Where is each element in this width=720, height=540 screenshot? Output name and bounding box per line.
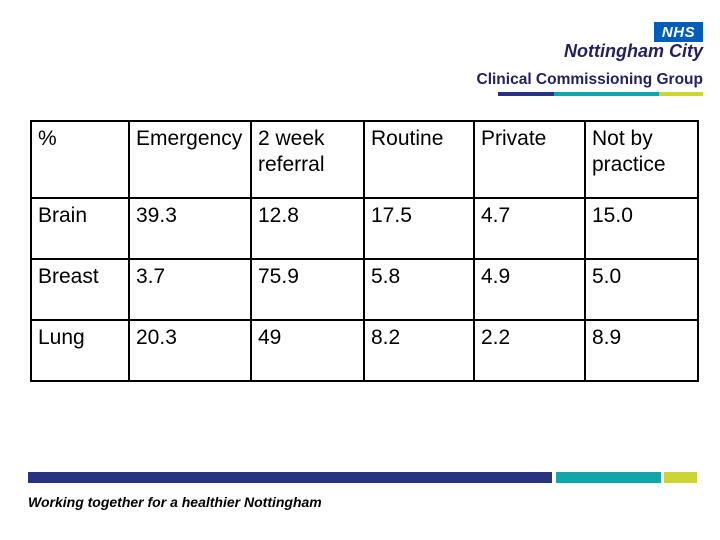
table-cell: 2.2 xyxy=(473,319,586,382)
organisation-subtitle: Clinical Commissioning Group xyxy=(476,71,704,88)
table-cell: 3.7 xyxy=(128,258,252,321)
footer-bar-yellow-segment xyxy=(664,472,697,483)
footer-tagline: Working together for a healthier Notting… xyxy=(28,494,322,510)
table-cell: 4.7 xyxy=(473,197,586,260)
logo-underline xyxy=(498,92,703,96)
logo-underline-navy-segment xyxy=(498,92,554,96)
table-cell: 75.9 xyxy=(250,258,365,321)
table-row-lung: Lung 20.3 49 8.2 2.2 8.9 xyxy=(30,319,699,382)
organisation-name: Nottingham City xyxy=(564,41,703,61)
table-cell: 49 xyxy=(250,319,365,382)
table-cell: 12.8 xyxy=(250,197,365,260)
logo-underline-yellow-segment xyxy=(659,92,703,96)
table-cell: 39.3 xyxy=(128,197,252,260)
column-header-private: Private xyxy=(473,120,586,199)
table-cell: 4.9 xyxy=(473,258,586,321)
footer-bar-navy-segment xyxy=(28,472,552,483)
nhs-ccg-logo: NHS Nottingham City Clinical Commissioni… xyxy=(460,0,720,100)
table-cell: 17.5 xyxy=(363,197,475,260)
table-cell: 15.0 xyxy=(584,197,699,260)
column-header-percent: % xyxy=(30,120,130,199)
column-header-not-by-practice: Not by practice xyxy=(584,120,699,199)
footer-bar-teal-segment xyxy=(556,472,661,483)
row-label-breast: Breast xyxy=(30,258,130,321)
nhs-logo-icon: NHS xyxy=(654,22,703,42)
cancer-route-percentage-table: % Emergency 2 week referral Routine Priv… xyxy=(30,120,699,382)
footer-accent-bar xyxy=(28,472,697,483)
nhs-logo-text: NHS xyxy=(661,23,696,41)
table-row-breast: Breast 3.7 75.9 5.8 4.9 5.0 xyxy=(30,258,699,321)
table-row-brain: Brain 39.3 12.8 17.5 4.7 15.0 xyxy=(30,197,699,260)
table-cell: 20.3 xyxy=(128,319,252,382)
table-cell: 5.8 xyxy=(363,258,475,321)
table-cell: 5.0 xyxy=(584,258,699,321)
column-header-routine: Routine xyxy=(363,120,475,199)
table-cell: 8.2 xyxy=(363,319,475,382)
column-header-emergency: Emergency xyxy=(128,120,252,199)
logo-underline-teal-segment xyxy=(554,92,659,96)
row-label-lung: Lung xyxy=(30,319,130,382)
table-header-row: % Emergency 2 week referral Routine Priv… xyxy=(30,120,699,199)
row-label-brain: Brain xyxy=(30,197,130,260)
table-cell: 8.9 xyxy=(584,319,699,382)
column-header-two-week-referral: 2 week referral xyxy=(250,120,365,199)
